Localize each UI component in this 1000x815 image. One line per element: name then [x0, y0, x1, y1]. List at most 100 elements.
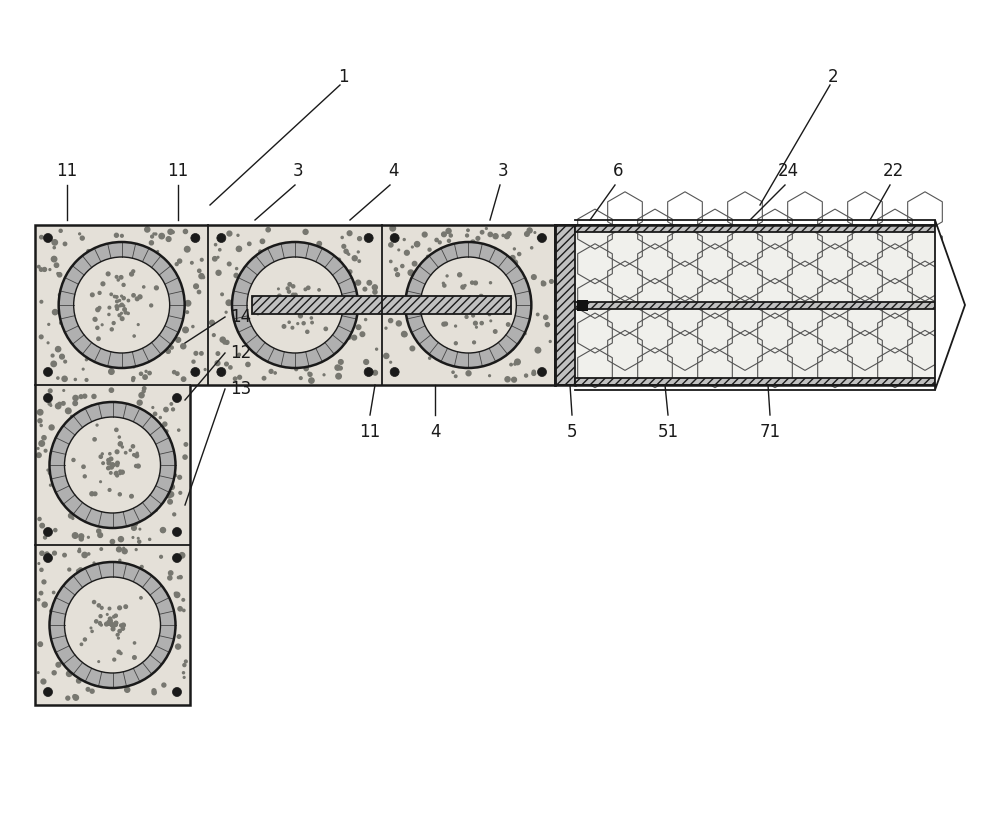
Circle shape — [39, 441, 44, 447]
Circle shape — [252, 333, 254, 334]
Circle shape — [249, 318, 255, 324]
Circle shape — [440, 324, 444, 328]
Circle shape — [515, 331, 519, 335]
Text: 12: 12 — [230, 344, 251, 362]
Circle shape — [62, 631, 66, 634]
Circle shape — [114, 621, 117, 625]
Circle shape — [80, 625, 84, 629]
Circle shape — [398, 249, 400, 251]
Circle shape — [124, 675, 129, 680]
Circle shape — [120, 303, 123, 306]
Circle shape — [169, 570, 173, 575]
Circle shape — [328, 259, 334, 265]
Circle shape — [179, 575, 182, 579]
Circle shape — [71, 416, 73, 418]
Circle shape — [51, 610, 53, 612]
Circle shape — [98, 533, 103, 537]
Circle shape — [339, 359, 343, 364]
Circle shape — [173, 371, 176, 374]
Circle shape — [88, 553, 90, 555]
Circle shape — [317, 249, 319, 251]
Circle shape — [502, 291, 507, 296]
Circle shape — [282, 324, 286, 328]
Circle shape — [133, 642, 136, 644]
Circle shape — [117, 547, 121, 552]
Circle shape — [106, 344, 109, 347]
Circle shape — [510, 256, 515, 260]
Circle shape — [469, 305, 472, 309]
Circle shape — [165, 430, 168, 433]
Circle shape — [104, 418, 109, 424]
Circle shape — [44, 368, 53, 377]
Circle shape — [93, 438, 96, 441]
Circle shape — [288, 283, 292, 286]
Circle shape — [202, 276, 205, 279]
Text: 11: 11 — [56, 162, 78, 180]
Circle shape — [502, 235, 504, 236]
Circle shape — [69, 505, 72, 509]
Circle shape — [468, 253, 473, 258]
Circle shape — [85, 306, 90, 311]
Circle shape — [85, 300, 90, 305]
Circle shape — [106, 272, 110, 275]
Circle shape — [121, 446, 123, 448]
Circle shape — [93, 317, 97, 321]
Circle shape — [363, 288, 367, 291]
Circle shape — [183, 663, 186, 667]
Circle shape — [472, 315, 474, 317]
Circle shape — [541, 281, 546, 286]
Circle shape — [447, 310, 449, 311]
Circle shape — [170, 403, 173, 405]
Circle shape — [136, 344, 138, 346]
Circle shape — [100, 481, 101, 482]
Circle shape — [439, 309, 442, 311]
Circle shape — [106, 563, 108, 566]
Circle shape — [178, 475, 182, 479]
Circle shape — [438, 241, 441, 244]
Circle shape — [274, 320, 280, 325]
Circle shape — [69, 428, 73, 433]
Circle shape — [114, 472, 118, 475]
Circle shape — [435, 250, 441, 255]
Circle shape — [97, 337, 100, 341]
Text: 4: 4 — [430, 423, 440, 441]
Circle shape — [453, 253, 459, 258]
Circle shape — [259, 250, 261, 253]
Circle shape — [173, 688, 182, 697]
Circle shape — [135, 297, 139, 301]
Circle shape — [97, 570, 99, 572]
Circle shape — [233, 377, 237, 381]
Circle shape — [149, 539, 151, 540]
Circle shape — [121, 627, 125, 630]
Circle shape — [338, 258, 340, 261]
Circle shape — [248, 242, 251, 245]
Circle shape — [442, 282, 444, 284]
Circle shape — [474, 321, 477, 325]
Circle shape — [48, 470, 53, 475]
Circle shape — [372, 284, 377, 290]
Circle shape — [111, 465, 114, 468]
Circle shape — [100, 548, 103, 550]
Circle shape — [373, 370, 377, 375]
Circle shape — [108, 306, 111, 309]
Circle shape — [105, 622, 108, 626]
Circle shape — [522, 307, 524, 309]
Circle shape — [470, 341, 473, 344]
Circle shape — [428, 277, 432, 281]
Circle shape — [426, 319, 431, 324]
Circle shape — [40, 551, 44, 555]
Circle shape — [308, 372, 312, 377]
Circle shape — [306, 253, 310, 258]
Circle shape — [163, 627, 167, 632]
Circle shape — [301, 305, 303, 307]
Circle shape — [148, 313, 152, 317]
Circle shape — [157, 250, 158, 252]
Bar — [577, 299, 588, 311]
Circle shape — [473, 341, 475, 344]
Circle shape — [330, 301, 332, 302]
Circle shape — [154, 464, 158, 467]
Circle shape — [506, 323, 510, 326]
Circle shape — [192, 325, 194, 328]
Circle shape — [260, 239, 265, 244]
Bar — [575, 302, 935, 309]
